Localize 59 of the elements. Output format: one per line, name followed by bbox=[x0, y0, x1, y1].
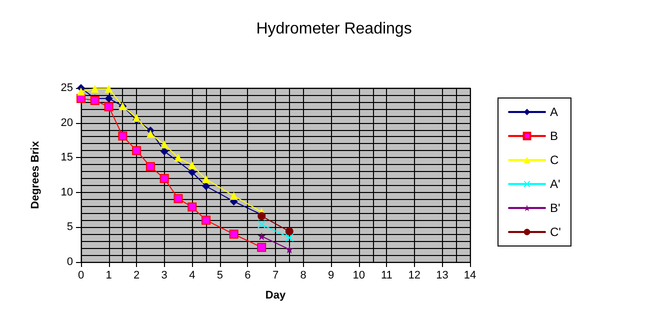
y-tick-label: 15 bbox=[60, 152, 73, 164]
point bbox=[160, 140, 168, 148]
y-tick-label: 0 bbox=[66, 256, 73, 268]
point bbox=[104, 84, 113, 93]
y-axis-title: Degrees Brix bbox=[30, 140, 42, 209]
point bbox=[146, 130, 154, 138]
point bbox=[188, 202, 197, 212]
x-tick-label: 4 bbox=[189, 270, 196, 282]
legend-label: A' bbox=[550, 177, 560, 191]
point bbox=[90, 84, 99, 93]
y-tick-label: 20 bbox=[60, 116, 73, 129]
legend-label: C bbox=[550, 153, 559, 167]
x-tick-label: 7 bbox=[272, 270, 279, 282]
x-tick-label: 3 bbox=[161, 270, 168, 282]
point bbox=[202, 182, 210, 190]
point bbox=[285, 227, 294, 236]
point bbox=[90, 96, 100, 106]
point bbox=[257, 242, 266, 252]
x-tick-label: 11 bbox=[380, 270, 392, 282]
legend-label: B bbox=[550, 129, 558, 143]
point bbox=[188, 161, 196, 170]
x-tick-label: 6 bbox=[244, 270, 251, 282]
point bbox=[258, 220, 266, 228]
y-tick-label: 25 bbox=[60, 82, 73, 94]
legend-label: C' bbox=[550, 225, 561, 239]
point bbox=[132, 114, 141, 122]
point bbox=[104, 102, 114, 112]
point bbox=[104, 94, 113, 102]
x-tick-label: 14 bbox=[464, 270, 476, 282]
x-axis-title: Day bbox=[265, 290, 286, 302]
x-tick-label: 2 bbox=[134, 270, 140, 282]
point bbox=[132, 146, 142, 156]
point bbox=[285, 234, 294, 242]
point bbox=[285, 245, 294, 254]
point bbox=[160, 174, 169, 183]
x-tick-label: 1 bbox=[106, 270, 112, 282]
x-tick-label: 12 bbox=[408, 270, 421, 282]
x-tick-label: 5 bbox=[216, 270, 223, 282]
point bbox=[229, 230, 238, 239]
legend-label: A bbox=[550, 105, 558, 119]
y-tick-label: 5 bbox=[66, 221, 73, 234]
point bbox=[174, 194, 183, 204]
point bbox=[174, 154, 182, 162]
x-tick-label: 10 bbox=[352, 270, 365, 282]
point bbox=[118, 132, 128, 141]
point bbox=[202, 216, 211, 225]
x-tick-label: 9 bbox=[328, 270, 334, 282]
legend-label: B' bbox=[550, 201, 560, 215]
point bbox=[258, 232, 266, 240]
y-tick-label: 10 bbox=[60, 186, 73, 198]
x-tick-label: 13 bbox=[436, 270, 448, 282]
point bbox=[160, 147, 168, 156]
x-tick-label: 8 bbox=[300, 270, 306, 282]
point bbox=[146, 162, 155, 172]
chart-title: Hydrometer Readings bbox=[256, 20, 412, 38]
x-tick-label: 0 bbox=[78, 270, 84, 282]
point bbox=[202, 175, 210, 184]
point bbox=[230, 192, 238, 200]
point bbox=[188, 168, 196, 176]
